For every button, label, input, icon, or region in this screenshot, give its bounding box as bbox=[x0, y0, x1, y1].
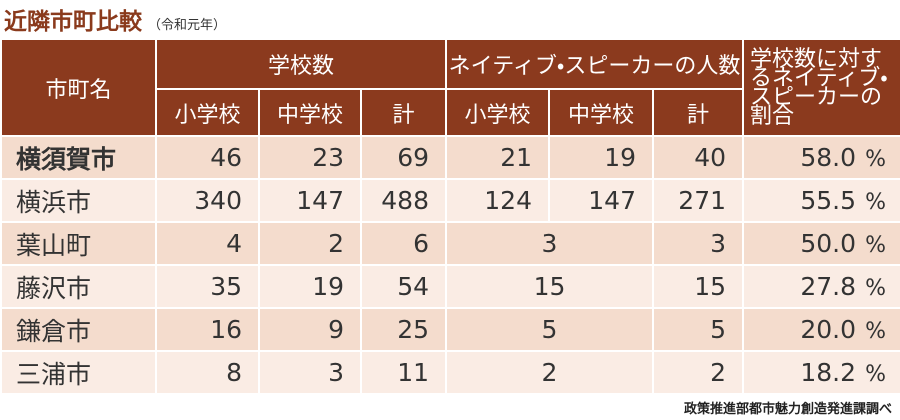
value-cell: 124 bbox=[445, 178, 550, 223]
ratio-value: 50.0 bbox=[800, 229, 857, 258]
ratio-value: 27.8 bbox=[800, 272, 857, 301]
value-cell: 147 bbox=[548, 178, 654, 223]
value-cell: 5 bbox=[651, 307, 745, 352]
header-cell: 学校数に対するネイティブ・スピーカーの割合 bbox=[742, 38, 900, 137]
ratio-value: 55.5 bbox=[800, 186, 857, 215]
value-cell: 21 bbox=[445, 135, 550, 180]
ratio-unit: % bbox=[865, 319, 887, 344]
ratio-cell: 20.0% bbox=[742, 307, 900, 352]
city-name: 三浦市 bbox=[0, 350, 157, 395]
ratio-unit: % bbox=[865, 190, 887, 215]
value-cell: 147 bbox=[258, 178, 362, 223]
value-cell: 40 bbox=[651, 135, 745, 180]
ratio-cell: 58.0% bbox=[742, 135, 900, 180]
comparison-table: 市町名 学校数 ネイティブ・スピーカーの人数 学校数に対するネイティブ・スピーカ… bbox=[0, 38, 900, 395]
header-cell: 中学校 bbox=[548, 88, 654, 137]
value-cell: 5 bbox=[445, 307, 654, 352]
value-cell: 2 bbox=[651, 350, 745, 395]
city-name: 横浜市 bbox=[0, 178, 157, 223]
value-cell: 271 bbox=[651, 178, 745, 223]
ratio-value: 18.2 bbox=[800, 358, 857, 387]
ratio-unit: % bbox=[865, 276, 887, 301]
header-cell: 中学校 bbox=[258, 88, 362, 137]
title: 近隣市町比較 bbox=[4, 9, 142, 35]
value-cell: 2 bbox=[258, 221, 362, 266]
header-cell: ネイティブ・スピーカーの人数 bbox=[444, 38, 745, 90]
subtitle: （令和元年） bbox=[148, 18, 227, 33]
value-cell: 4 bbox=[155, 221, 260, 266]
value-cell: 11 bbox=[360, 350, 447, 395]
value-cell: 54 bbox=[360, 264, 447, 309]
ratio-unit: % bbox=[865, 233, 887, 258]
ratio-value: 20.0 bbox=[800, 315, 857, 344]
ratio-unit: % bbox=[865, 147, 887, 172]
city-name: 藤沢市 bbox=[0, 264, 157, 309]
ratio-cell: 50.0% bbox=[742, 221, 900, 266]
data-row: 藤沢市 35 19 54 15 15 27.8% bbox=[0, 264, 900, 309]
ratio-cell: 27.8% bbox=[742, 264, 900, 309]
value-cell: 15 bbox=[651, 264, 745, 309]
data-row: 鎌倉市 16 9 25 5 5 20.0% bbox=[0, 307, 900, 352]
value-cell: 2 bbox=[445, 350, 654, 395]
value-cell: 25 bbox=[360, 307, 447, 352]
value-cell: 19 bbox=[258, 264, 362, 309]
value-cell: 19 bbox=[548, 135, 654, 180]
header-cell: 小学校 bbox=[155, 88, 260, 137]
value-cell: 69 bbox=[360, 135, 447, 180]
data-row: 三浦市 8 3 11 2 2 18.2% bbox=[0, 350, 900, 395]
value-cell: 3 bbox=[651, 221, 745, 266]
value-cell: 488 bbox=[360, 178, 447, 223]
value-cell: 15 bbox=[445, 264, 654, 309]
table-head: 市町名 学校数 ネイティブ・スピーカーの人数 学校数に対するネイティブ・スピーカ… bbox=[0, 38, 900, 137]
city-name: 鎌倉市 bbox=[0, 307, 157, 352]
city-name: 横須賀市 bbox=[0, 135, 157, 180]
header-cell: 計 bbox=[651, 88, 745, 137]
header-row: 小学校 中学校 計 小学校 中学校 計 bbox=[1, 88, 900, 137]
ratio-unit: % bbox=[865, 362, 887, 387]
data-row: 葉山町 4 2 6 3 3 50.0% bbox=[0, 221, 900, 266]
ratio-cell: 55.5% bbox=[742, 178, 900, 223]
header-row: 市町名 学校数 ネイティブ・スピーカーの人数 学校数に対するネイティブ・スピーカ… bbox=[0, 38, 900, 137]
table-body: 横須賀市 46 23 69 21 19 40 58.0% 横浜市 340 147 488 124 147 2… bbox=[0, 135, 900, 395]
value-cell: 6 bbox=[360, 221, 447, 266]
value-cell: 8 bbox=[155, 350, 260, 395]
value-cell: 3 bbox=[258, 350, 362, 395]
value-cell: 16 bbox=[155, 307, 260, 352]
header-cell: 学校数 bbox=[155, 38, 447, 90]
value-cell: 3 bbox=[445, 221, 654, 266]
header-cell: 計 bbox=[360, 88, 447, 137]
value-cell: 9 bbox=[258, 307, 362, 352]
data-row: 横須賀市 46 23 69 21 19 40 58.0% bbox=[0, 135, 900, 180]
value-cell: 23 bbox=[258, 135, 362, 180]
source-note: 政策推進部都市魅力創造発進課調べ bbox=[683, 402, 892, 417]
data-row: 横浜市 340 147 488 124 147 271 55.5% bbox=[0, 178, 900, 223]
header-cell: 市町名 bbox=[0, 38, 157, 137]
value-cell: 46 bbox=[155, 135, 260, 180]
city-name: 葉山町 bbox=[0, 221, 157, 266]
ratio-cell: 18.2% bbox=[742, 350, 900, 395]
title-bar: 近隣市町比較 （令和元年） bbox=[4, 2, 227, 35]
ratio-value: 58.0 bbox=[800, 143, 857, 172]
value-cell: 35 bbox=[155, 264, 260, 309]
header-cell: 小学校 bbox=[445, 88, 550, 137]
value-cell: 340 bbox=[155, 178, 260, 223]
